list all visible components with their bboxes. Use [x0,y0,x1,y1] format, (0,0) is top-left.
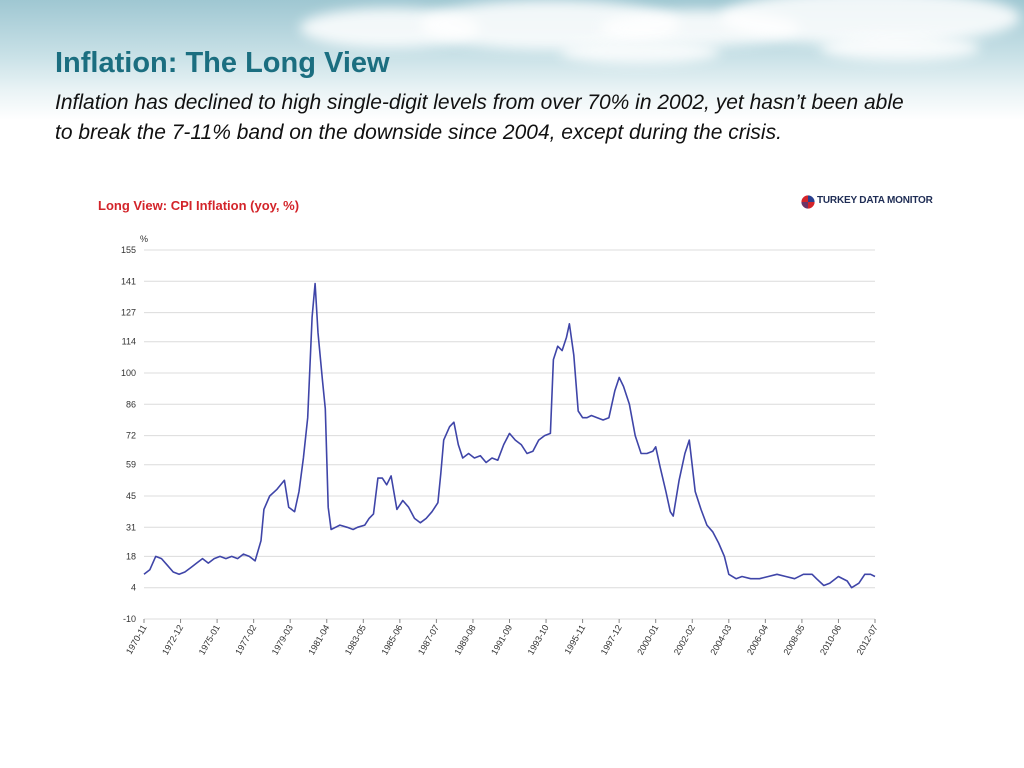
x-tick-label: 1981-04 [306,623,331,657]
x-tick-label: 1985-06 [379,623,404,657]
x-tick-label: 1983-05 [343,623,368,657]
x-tick-label: 1972-12 [160,623,185,657]
y-tick-label: 18 [126,551,136,561]
x-tick-label: 1987-07 [416,623,441,657]
x-tick-label: 1977-02 [233,623,258,657]
y-tick-label: 100 [121,368,136,378]
x-tick-label: 1995-11 [562,623,587,656]
chart-title: Long View: CPI Inflation (yoy, %) [98,198,300,213]
slide-subtitle: Inflation has declined to high single-di… [55,91,904,144]
x-tick-label: 1993-10 [526,623,551,657]
y-tick-label: 127 [121,308,136,318]
y-axis-label: % [140,234,148,244]
x-tick-label: 2002-02 [672,623,697,657]
y-tick-label: 45 [126,491,136,501]
series-line-cpi-inflation [143,282,876,589]
brand-text: TURKEY DATA MONITOR [817,195,933,206]
x-tick-label: 1989-08 [453,623,478,657]
y-tick-label: 155 [121,245,136,255]
y-tick-label: 86 [126,399,136,409]
y-tick-label: -10 [123,614,136,624]
x-tick-label: 1997-12 [599,623,624,657]
x-tick-label: 2010-06 [818,623,843,657]
globe-logo-icon [800,194,816,210]
y-tick-label: 72 [126,431,136,441]
y-tick-label: 4 [131,583,136,593]
x-tick-label: 2004-03 [708,623,733,657]
y-tick-label: 141 [121,276,136,286]
x-tick-label: 1991-09 [489,623,514,657]
x-tick-label: 1979-03 [270,623,295,657]
x-tick-label: 2000-01 [635,623,660,657]
y-tick-label: 114 [122,337,136,347]
sky-header-background [0,0,1024,120]
x-tick-label: 2008-05 [781,623,806,657]
y-tick-label: 31 [126,522,136,532]
x-tick-label: 1970-11 [124,623,149,656]
y-tick-label: 59 [126,460,136,470]
x-tick-label: 1975-01 [197,623,222,657]
slide-title: Inflation: The Long View [55,47,390,79]
x-tick-label: 2006-04 [745,623,770,657]
x-tick-label: 2012-07 [855,623,880,657]
